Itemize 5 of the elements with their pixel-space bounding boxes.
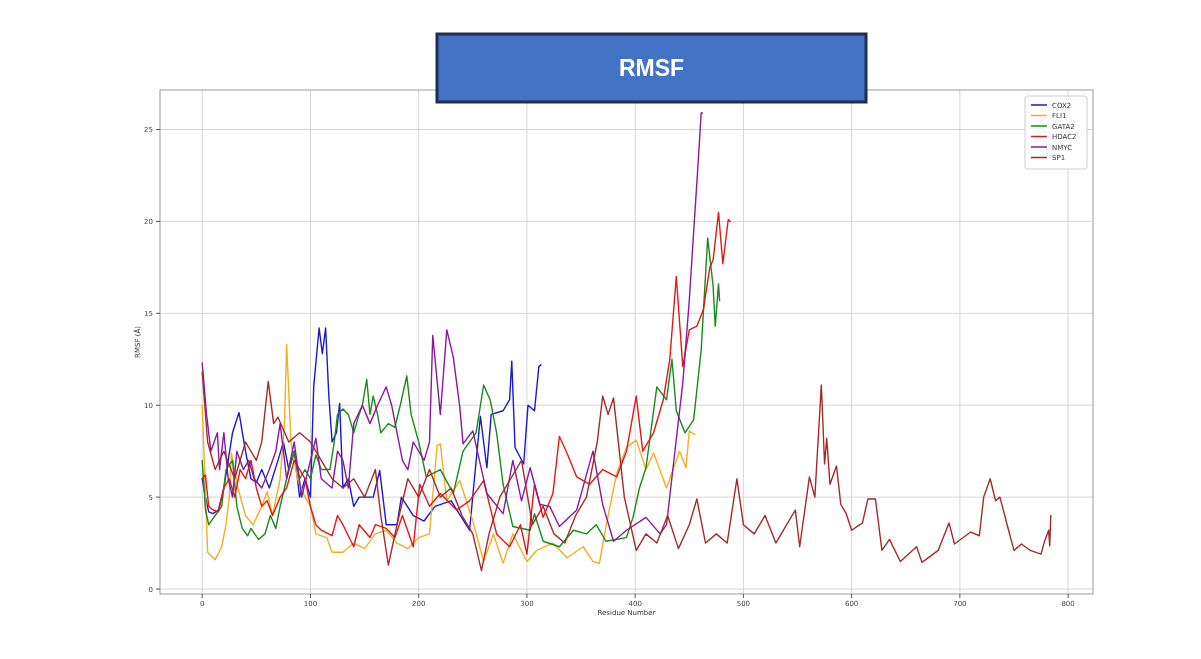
- chart-title: RMSF: [618, 55, 685, 81]
- line-series: [201, 327, 542, 531]
- line-series: [201, 112, 703, 542]
- line-series: [201, 343, 696, 564]
- line-series: [201, 371, 1052, 572]
